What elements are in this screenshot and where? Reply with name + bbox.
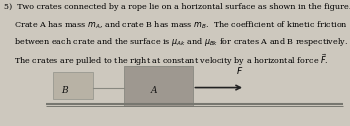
Text: $F$: $F$	[236, 65, 243, 76]
Bar	[124, 66, 193, 106]
Bar	[52, 72, 93, 99]
Text: The crates are pulled to the right at constant velocity by a horizontal force $\: The crates are pulled to the right at co…	[4, 52, 329, 68]
Text: A: A	[150, 86, 157, 95]
Text: 5)  Two crates connected by a rope lie on a horizontal surface as shown in the f: 5) Two crates connected by a rope lie on…	[4, 3, 350, 11]
Text: between each crate and the surface is $\mu_{Ak}$ and $\mu_{Bk}$ for crates A and: between each crate and the surface is $\…	[4, 36, 348, 48]
Text: Crate A has mass $m_A$, and crate B has mass $m_B$.  The coefficient of kinetic : Crate A has mass $m_A$, and crate B has …	[4, 20, 348, 31]
Text: B: B	[61, 86, 68, 95]
